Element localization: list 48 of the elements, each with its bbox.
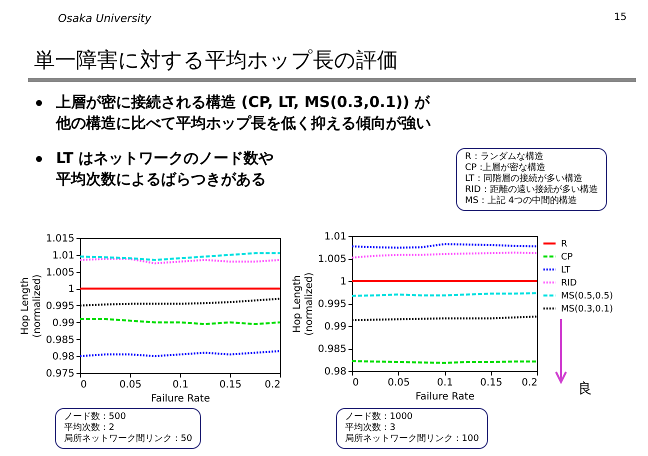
y-tick-label: 0.995 [318, 299, 346, 310]
y-tick-label: 1.005 [318, 254, 346, 265]
y-tick-label: 0.98 [52, 352, 74, 363]
y-tick-label: 1.01 [52, 250, 74, 262]
x-tick-label: 0.2 [522, 378, 538, 388]
x-tick-label: 0.2 [264, 380, 280, 390]
y-tick-label: 0.98 [324, 366, 346, 378]
legend-label: LT [561, 266, 571, 276]
y-axis-title: Hop Length (normalized) [292, 272, 315, 336]
y-tick-label: 0.975 [46, 368, 74, 380]
x-tick-label: 0.15 [480, 378, 502, 388]
y-tick-label: 0.99 [324, 322, 346, 332]
x-tick-label: 0 [80, 380, 87, 390]
y-tick-label: 0.985 [318, 344, 346, 355]
line-series [79, 252, 281, 261]
x-axis-title: Failure Rate [415, 392, 475, 402]
x-axis-title: Failure Rate [150, 394, 210, 404]
x-tick-label: 0.05 [119, 380, 142, 390]
y-tick-label: 1 [68, 284, 74, 296]
y-tick-label: 1.015 [46, 234, 74, 244]
y-tick-label: 0.995 [46, 301, 74, 312]
y-tick-label: 1 [340, 276, 346, 288]
note-box: ノード数 : 500 平均次数 : 2 局所ネットワーク間リンク : 50 [55, 408, 202, 449]
legend-label: MS(0.3,0.1) [561, 304, 613, 314]
legend-label: RID [561, 278, 577, 288]
x-tick-label: 0.1 [172, 380, 188, 390]
note-box: R：ランダムな構造 CP :上層が密な構造 LT：同階層の接続が多い構造 RID：距離の遠い接続が多い構造 MS：上記 4つの中間的構造 [456, 148, 607, 211]
x-tick-label: 0.05 [388, 378, 410, 388]
text: 平均次数によるばらつきがある [56, 170, 266, 189]
x-tick-label: 0 [352, 378, 359, 388]
x-tick-label: 0.1 [437, 378, 453, 388]
y-tick-label: 1.005 [46, 267, 74, 278]
legend-label: CP [561, 252, 574, 262]
text: Osaka University [58, 12, 152, 25]
text: 良 [578, 380, 592, 398]
x-tick-label: 0.15 [219, 380, 242, 390]
chart-title: 単一障害に対する平均ホップ長の評価 [34, 47, 398, 74]
legend-label: R [561, 240, 568, 250]
text: 15 [614, 12, 627, 23]
y-tick-label: 0.985 [46, 334, 74, 346]
text: 他の構造に比べて平均ホップ長を低く抑える傾向が強い [56, 114, 431, 133]
note-box: ノード数 : 1000 平均次数 : 3 局所ネットワーク間リンク : 100 [336, 408, 488, 449]
text: 上層が密に接続される構造 (CP, LT, MS(0.3,0.1)) が [56, 92, 430, 113]
y-axis-title: Hop Length (normalized) [20, 274, 43, 338]
legend-label: MS(0.5,0.5) [561, 292, 613, 302]
text: LT はネットワークのノード数や [56, 148, 274, 169]
y-tick-label: 1.01 [324, 232, 346, 242]
y-tick-label: 0.99 [52, 318, 74, 329]
